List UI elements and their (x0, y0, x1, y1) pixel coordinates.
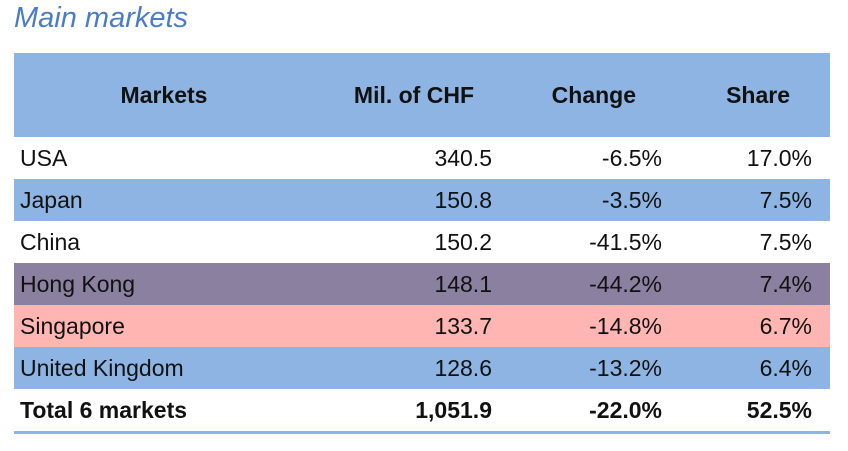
table-row: Hong Kong 148.1 -44.2% 7.4% (14, 263, 830, 305)
share-cell: 17.0% (746, 144, 812, 171)
page-title: Main markets (14, 2, 189, 34)
total-row: Total 6 markets 1,051.9 -22.0% 52.5% (14, 389, 830, 431)
change-cell: -14.8% (589, 312, 662, 339)
header-markets: Markets (120, 81, 208, 108)
share-cell: 6.4% (759, 354, 812, 381)
table-header-row: Markets Mil. of CHF Change Share (14, 53, 830, 137)
share-cell: 7.5% (759, 228, 812, 255)
value-cell: 133.7 (434, 312, 492, 339)
value-cell: 340.5 (434, 144, 492, 171)
value-cell: 150.8 (434, 186, 492, 213)
market-cell: Singapore (20, 312, 125, 339)
share-cell: 6.7% (759, 312, 812, 339)
markets-table: Markets Mil. of CHF Change Share USA 340.… (14, 53, 830, 431)
table-body: USA 340.5 -6.5% 17.0% Japan 150.8 -3.5% 7.5% Chi… (14, 137, 830, 389)
table-row: Japan 150.8 -3.5% 7.5% (14, 179, 830, 221)
value-cell: 148.1 (434, 270, 492, 297)
change-cell: -44.2% (589, 270, 662, 297)
change-cell: -3.5% (601, 186, 662, 213)
value-cell: 150.2 (434, 228, 492, 255)
share-cell: 7.4% (759, 270, 812, 297)
change-cell: -41.5% (589, 228, 662, 255)
market-cell: USA (20, 144, 68, 171)
total-share: 52.5% (746, 396, 812, 423)
change-cell: -6.5% (601, 144, 662, 171)
total-value: 1,051.9 (415, 396, 492, 423)
table-row: China 150.2 -41.5% 7.5% (14, 221, 830, 263)
header-value: Mil. of CHF (353, 81, 474, 108)
header-share: Share (726, 81, 790, 108)
value-cell: 128.6 (434, 354, 492, 381)
table-row: USA 340.5 -6.5% 17.0% (14, 137, 830, 179)
market-cell: Japan (20, 186, 83, 213)
table-row: United Kingdom 128.6 -13.2% 6.4% (14, 347, 830, 389)
total-label: Total 6 markets (20, 396, 188, 423)
table-row: Singapore 133.7 -14.8% 6.7% (14, 305, 830, 347)
table-bottom-rule (14, 431, 830, 434)
header-change: Change (551, 81, 636, 108)
market-cell: United Kingdom (20, 354, 184, 381)
change-cell: -13.2% (589, 354, 662, 381)
total-change: -22.0% (589, 396, 662, 423)
market-cell: Hong Kong (20, 270, 136, 297)
market-cell: China (20, 228, 81, 255)
share-cell: 7.5% (759, 186, 812, 213)
